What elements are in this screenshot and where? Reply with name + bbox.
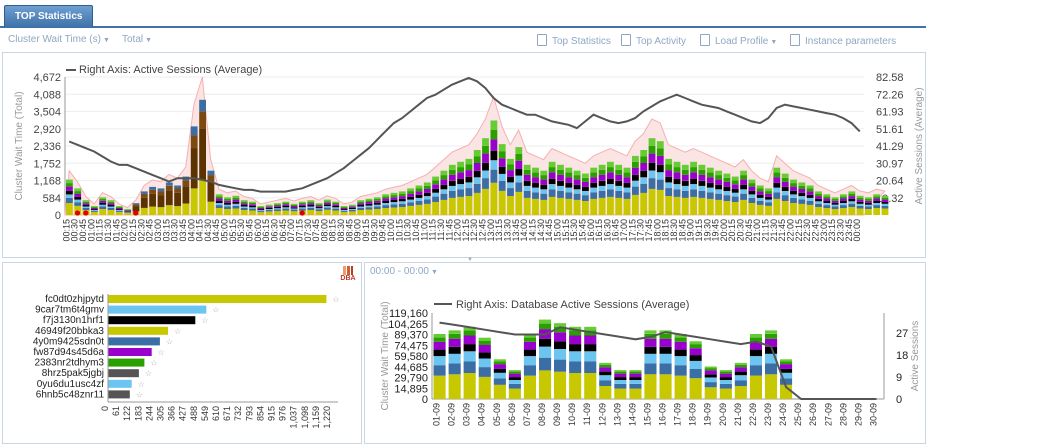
dba-icon[interactable]: DBA: [340, 266, 356, 282]
page-icon: [621, 34, 631, 46]
link-instance-parameters[interactable]: Instance parameters: [790, 34, 896, 47]
splitter-handle[interactable]: ▼: [467, 257, 473, 263]
tab-strip: TOP Statistics: [0, 0, 926, 28]
link-label: Instance parameters: [805, 36, 897, 47]
link-label: Load Profile: [715, 36, 769, 47]
scope-dropdown[interactable]: Total ▼: [122, 34, 152, 45]
scope-label: Total: [122, 34, 144, 45]
page-icon: [700, 34, 710, 46]
page-icon: [790, 34, 800, 46]
toolbar: Cluster Wait Time (s) ▼ Total ▼ Top Statis…: [0, 32, 926, 48]
tab-top-statistics[interactable]: TOP Statistics: [4, 5, 94, 27]
link-top-activity[interactable]: Top Activity: [621, 34, 686, 47]
link-label: Top Statistics: [552, 36, 611, 47]
chevron-down-icon: ▼: [102, 37, 110, 44]
chevron-down-icon: ▼: [430, 269, 438, 276]
date-range-dropdown[interactable]: 00:00 - 00:00 ▼: [370, 266, 438, 277]
chevron-down-icon: ▼: [145, 37, 153, 44]
top-chart-panel: [2, 52, 926, 258]
link-top-statistics[interactable]: Top Statistics: [537, 34, 611, 47]
page-icon: [537, 34, 547, 46]
date-range-label: 00:00 - 00:00: [370, 266, 429, 277]
daily-chart-panel: [364, 262, 926, 444]
link-load-profile[interactable]: Load Profile ▼: [700, 34, 777, 47]
top-sql-panel: [2, 262, 362, 444]
metric-label: Cluster Wait Time (s): [8, 34, 101, 45]
chevron-down-icon: ▼: [770, 39, 778, 46]
metric-dropdown[interactable]: Cluster Wait Time (s) ▼: [8, 34, 110, 45]
link-label: Top Activity: [636, 36, 687, 47]
